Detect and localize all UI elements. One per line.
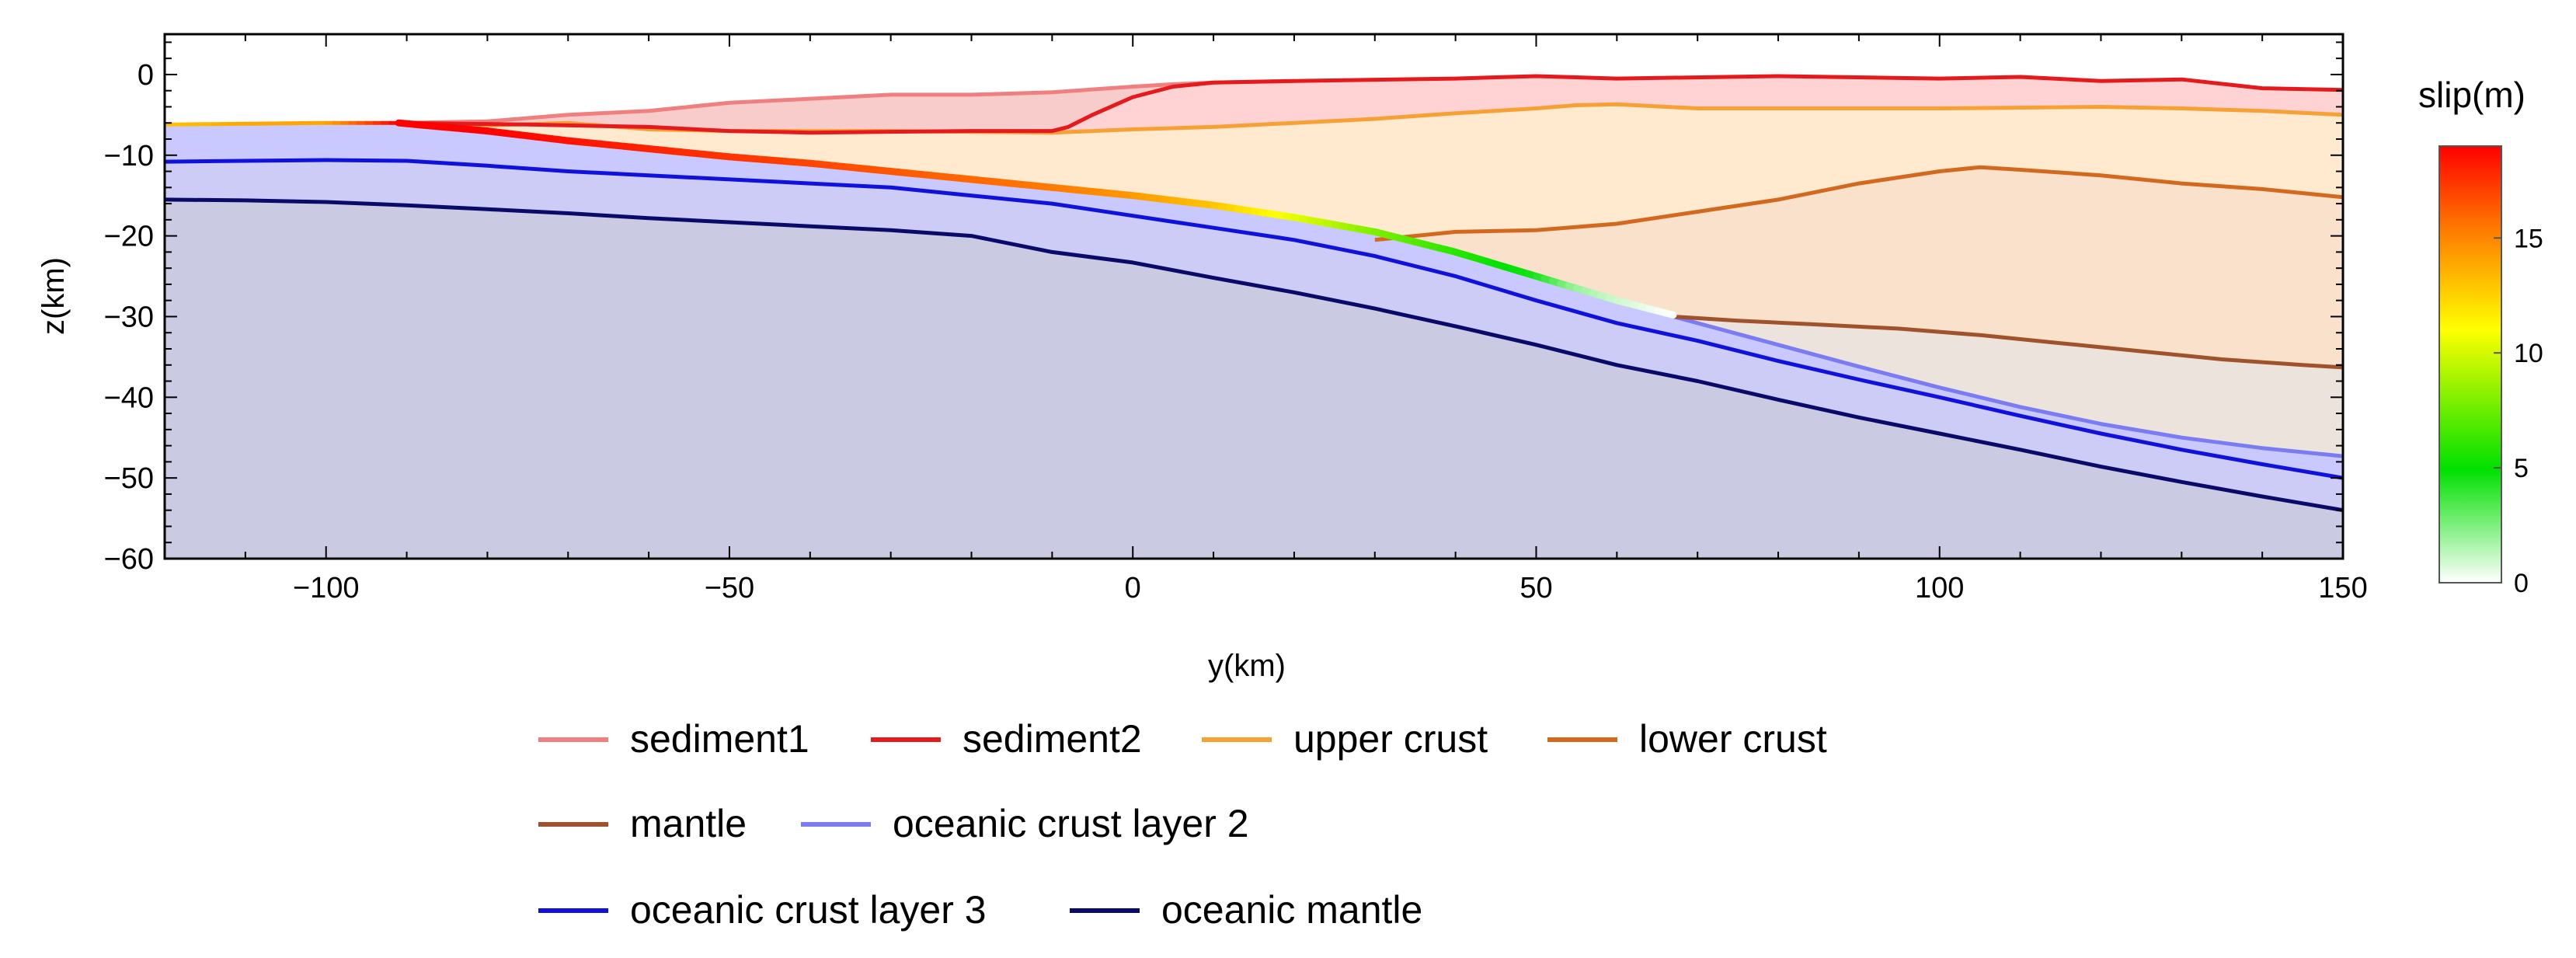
legend-label: sediment2: [963, 717, 1142, 761]
colorbar-tick-label: 5: [2514, 454, 2529, 483]
colorbar-tick-label: 0: [2514, 569, 2529, 598]
colorbar-label: slip(m): [2418, 75, 2526, 115]
layer-fills: [165, 76, 2343, 559]
legend-label: oceanic mantle: [1161, 888, 1422, 932]
colorbar-gradient: [2439, 146, 2501, 583]
y-tick-label: −60: [104, 543, 154, 576]
legend-label: lower crust: [1639, 717, 1827, 761]
x-tick-label: 0: [1125, 572, 1141, 604]
x-axis-label: y(km): [1208, 649, 1286, 683]
x-tick-label: 150: [2318, 572, 2367, 604]
fault-segment: [1666, 313, 1673, 315]
y-tick-label: −30: [104, 301, 154, 333]
legend-label: mantle: [630, 802, 747, 845]
colorbar-tick-label: 15: [2514, 224, 2543, 253]
x-tick-label: 100: [1915, 572, 1964, 604]
colorbar: slip(m) 0 5 10 15: [2418, 75, 2543, 598]
x-tick-label: 50: [1519, 572, 1552, 604]
legend-label: oceanic crust layer 2: [893, 802, 1249, 845]
y-tick-label: −40: [104, 381, 154, 414]
y-tick-label: −20: [104, 221, 154, 253]
colorbar-tick-label: 10: [2514, 339, 2543, 368]
y-axis-label: z(km): [37, 257, 71, 335]
legend-label: sediment1: [630, 717, 809, 761]
legend-label: oceanic crust layer 3: [630, 888, 987, 932]
legend: sediment1 sediment2 upper crust lower crust…: [538, 717, 1827, 932]
y-tick-label: −10: [104, 140, 154, 172]
y-tick-label: −50: [104, 462, 154, 495]
x-tick-label: −50: [705, 572, 754, 604]
x-tick-label: −100: [293, 572, 360, 604]
legend-label: upper crust: [1293, 717, 1488, 761]
y-tick-label: 0: [138, 59, 154, 92]
